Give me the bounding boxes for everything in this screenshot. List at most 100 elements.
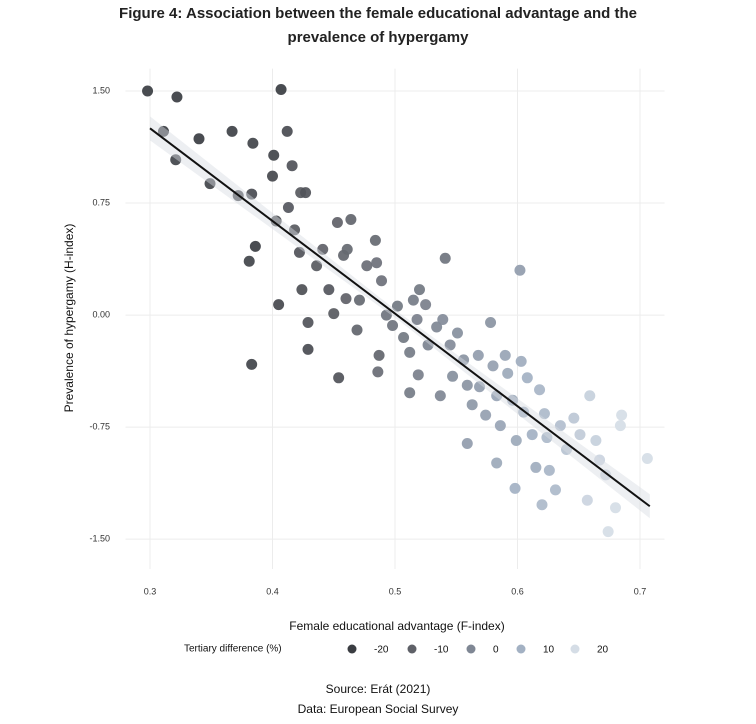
point	[246, 188, 258, 200]
point	[391, 300, 403, 312]
trend-line	[149, 127, 651, 508]
point	[226, 125, 238, 137]
point	[437, 314, 449, 326]
point	[491, 457, 503, 469]
point	[302, 317, 314, 329]
point	[275, 84, 287, 96]
point	[487, 360, 499, 372]
y-tick-label: 0.00	[92, 309, 110, 319]
point	[317, 243, 329, 255]
point	[373, 349, 385, 361]
legend-label: 20	[597, 645, 609, 656]
point	[302, 343, 314, 355]
point	[466, 399, 478, 411]
point	[412, 369, 424, 381]
point	[530, 461, 542, 473]
x-tick-label: 0.4	[266, 586, 279, 596]
point	[404, 346, 416, 358]
point	[554, 420, 566, 432]
point	[407, 294, 419, 306]
point	[422, 339, 434, 351]
point	[369, 234, 381, 246]
point	[474, 381, 486, 393]
legend-swatch	[516, 644, 526, 654]
point	[398, 331, 410, 343]
point	[594, 454, 606, 466]
y-tick-label: 0.75	[92, 197, 110, 207]
point	[538, 408, 550, 420]
point	[581, 494, 593, 506]
point	[614, 420, 626, 432]
point	[296, 284, 308, 296]
point	[590, 435, 602, 447]
point	[300, 187, 312, 199]
point	[616, 409, 628, 421]
legend-swatch	[407, 644, 417, 654]
point	[142, 85, 154, 97]
point	[414, 284, 425, 296]
point	[268, 149, 280, 161]
point	[543, 464, 555, 476]
point	[273, 299, 285, 311]
point	[286, 160, 298, 172]
point	[610, 502, 621, 514]
legend-swatch	[466, 644, 476, 654]
point	[514, 264, 526, 276]
y-tick-label: 1.50	[92, 85, 110, 95]
point	[641, 452, 653, 464]
point	[485, 317, 497, 329]
point	[353, 294, 365, 306]
point	[387, 320, 399, 332]
point	[328, 308, 340, 320]
point	[331, 216, 343, 228]
point	[574, 429, 586, 441]
point	[420, 299, 432, 311]
point	[461, 438, 473, 450]
legend-label: -20	[374, 645, 389, 656]
point	[431, 321, 443, 333]
legend-title: Tertiary difference (%)	[184, 644, 282, 655]
point	[480, 409, 492, 421]
point	[170, 154, 182, 166]
point	[502, 367, 514, 379]
point	[472, 349, 484, 361]
point	[494, 420, 506, 432]
point	[171, 91, 183, 103]
point	[439, 252, 451, 264]
legend-swatch	[347, 644, 357, 654]
point	[526, 429, 538, 441]
point	[323, 284, 335, 296]
point	[372, 366, 384, 378]
point	[267, 170, 278, 182]
point	[341, 243, 353, 255]
point	[434, 390, 446, 402]
point	[536, 499, 548, 511]
x-tick-label: 0.5	[389, 586, 402, 596]
point	[451, 327, 463, 339]
point	[293, 246, 305, 258]
point	[361, 260, 373, 272]
point	[600, 469, 612, 481]
point	[534, 384, 546, 396]
point	[521, 372, 533, 384]
point	[510, 435, 522, 447]
point	[602, 526, 614, 538]
point	[461, 379, 473, 391]
point	[247, 137, 259, 149]
legend-swatch	[570, 644, 580, 654]
point	[193, 133, 205, 145]
point	[404, 387, 416, 399]
point	[568, 412, 580, 424]
point	[541, 432, 553, 444]
point	[549, 484, 561, 496]
point	[376, 275, 388, 287]
point	[515, 355, 527, 367]
point	[411, 314, 423, 326]
point	[447, 370, 459, 382]
legend-label: -10	[434, 645, 449, 656]
x-tick-label: 0.7	[634, 586, 647, 596]
y-tick-label: -1.50	[89, 534, 110, 544]
legend-label: 10	[543, 645, 555, 656]
point	[243, 255, 255, 267]
